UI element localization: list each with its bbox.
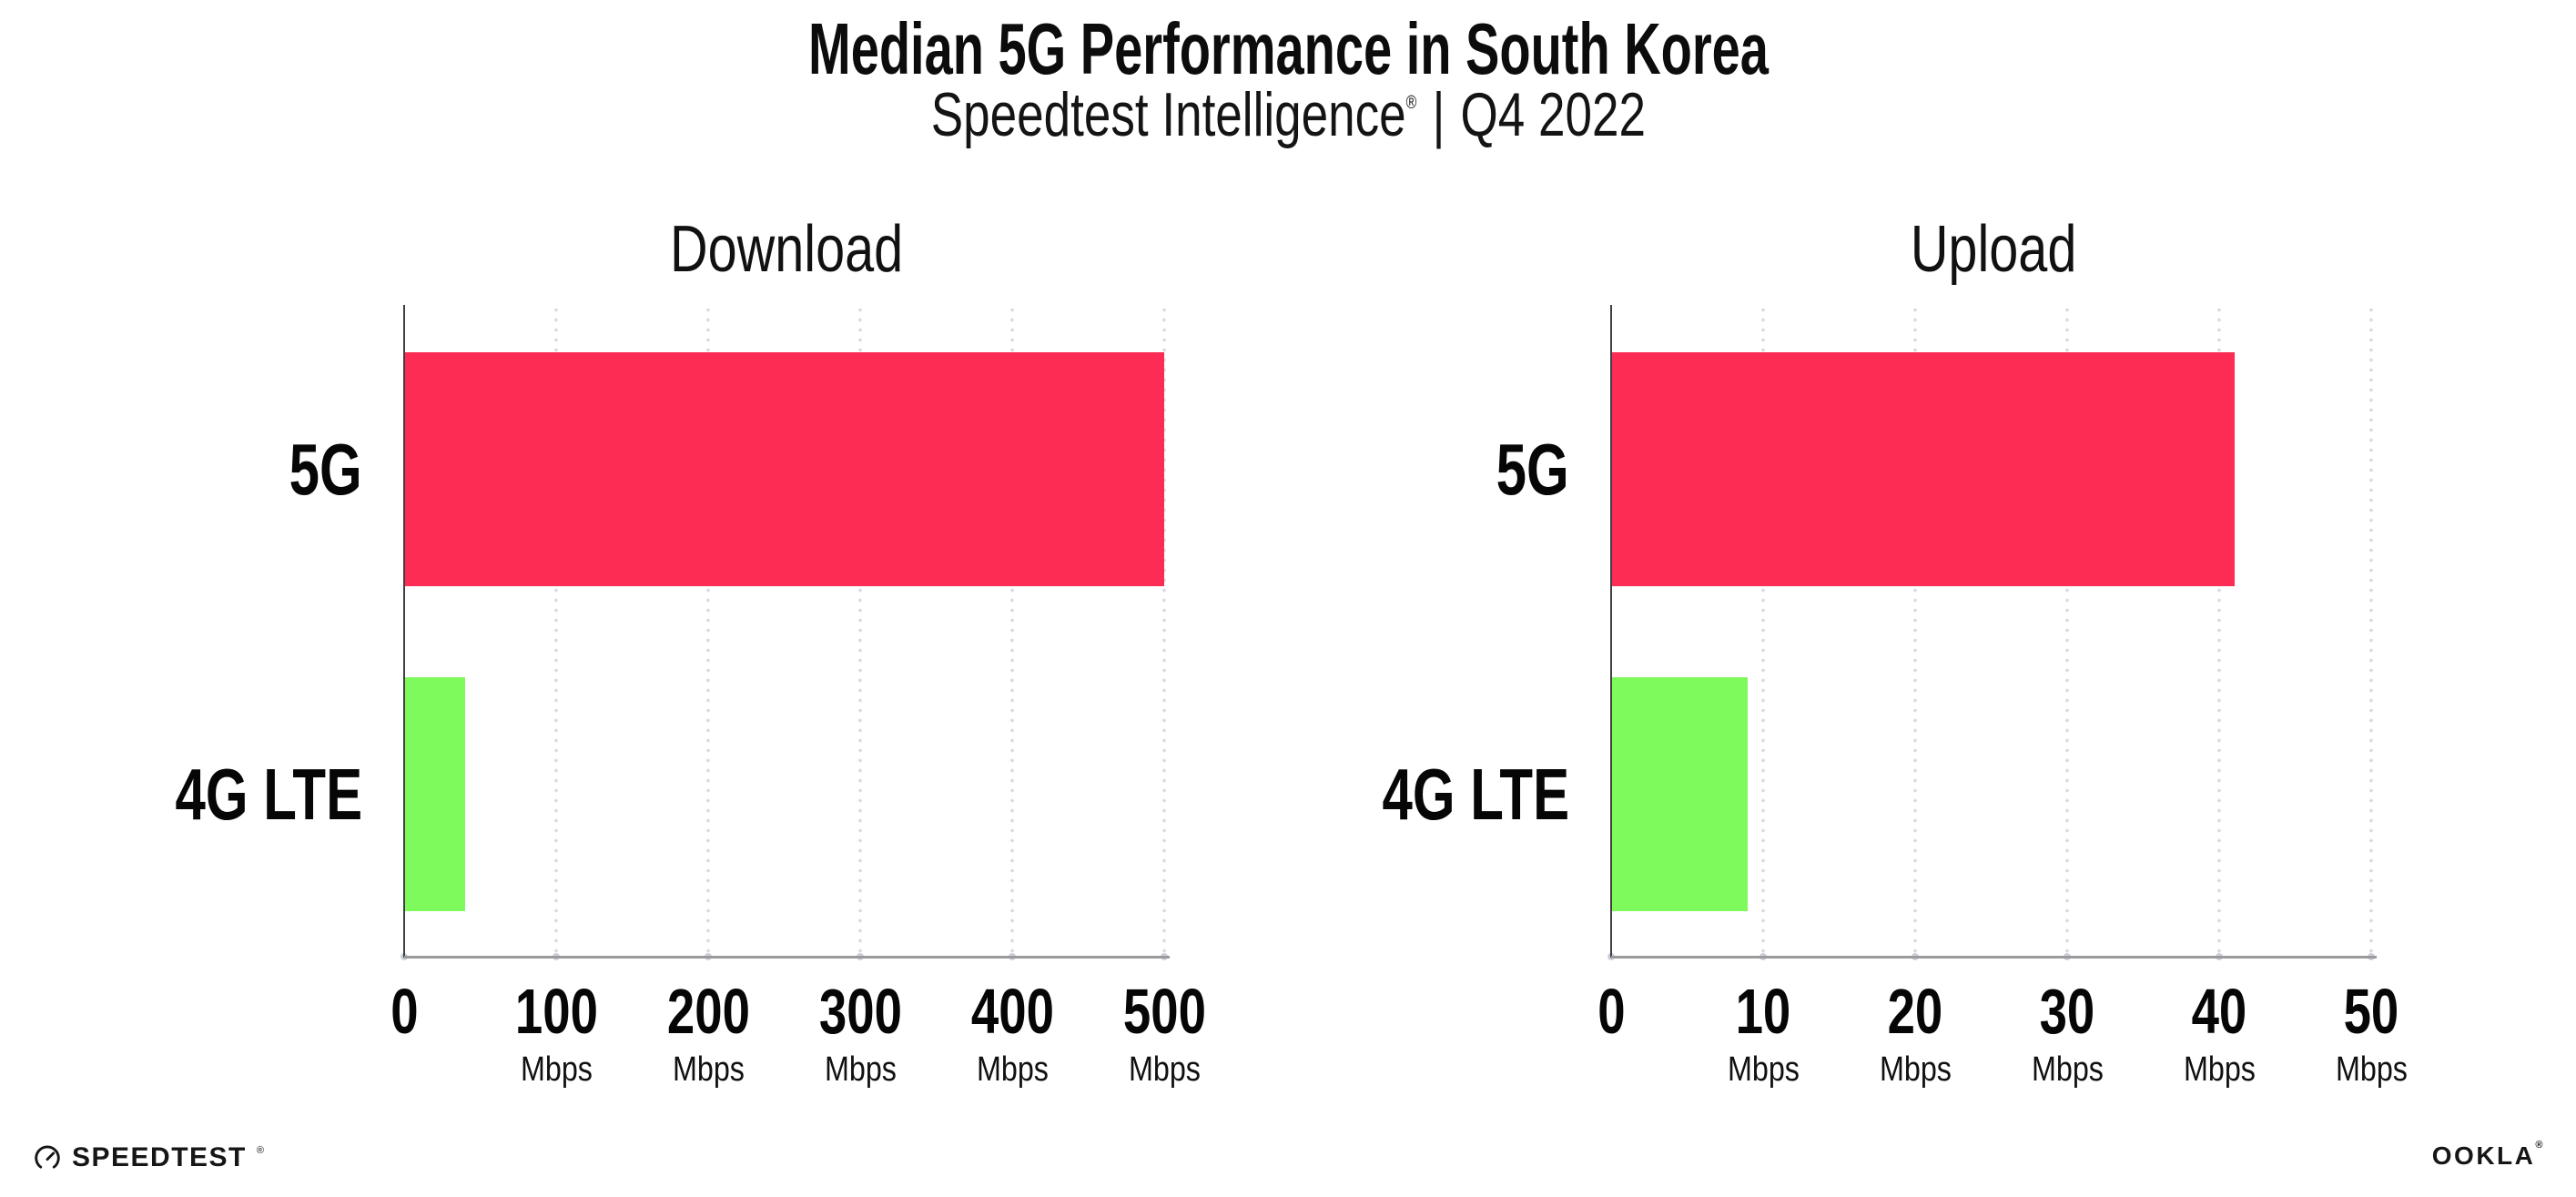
x-tick-unit-text: Mbps — [520, 1050, 593, 1089]
ookla-registered-icon: ® — [2535, 1139, 2545, 1151]
gridline-40 — [2217, 305, 2221, 956]
download-plot-area: 0 100 Mbps 200 Mbps 300 Mbps 400 Mbps 500 Mbps 5G 4G… — [175, 305, 1206, 1087]
x-tick-label: 40 — [2083, 979, 2356, 1043]
x-tick-label: 50 — [2235, 979, 2508, 1043]
x-tick-label: 0 — [268, 979, 541, 1043]
x-tick-unit-text: Mbps — [976, 1050, 1049, 1089]
x-tick-value: 400 — [970, 976, 1054, 1047]
x-axis-line — [1611, 956, 2377, 959]
x-tick-value: 40 — [2191, 976, 2247, 1047]
x-tick-unit: Mbps — [420, 1052, 693, 1087]
x-tick-unit: Mbps — [1028, 1052, 1301, 1087]
x-tick-unit: Mbps — [876, 1052, 1149, 1087]
category-label-text: 4G LTE — [175, 753, 362, 835]
x-tick-label: 30 — [1931, 979, 2204, 1043]
x-tick-unit: Mbps — [2083, 1052, 2356, 1087]
subtitle-brand: Speedtest Intelligence — [930, 80, 1406, 149]
category-label-4g-lte: 4G LTE — [0, 753, 362, 835]
y-axis-line — [403, 305, 405, 958]
x-tick-unit-text: Mbps — [672, 1050, 745, 1089]
gridline-50 — [2369, 305, 2373, 956]
download-chart-title: Download — [404, 217, 1170, 282]
category-label-text: 5G — [289, 428, 362, 510]
x-tick-label: 20 — [1779, 979, 2052, 1043]
speedtest-registered-icon: ® — [256, 1145, 264, 1156]
x-tick-value: 300 — [818, 976, 902, 1047]
speedtest-gauge-icon — [33, 1143, 62, 1172]
x-tick-label: 300 — [724, 979, 997, 1043]
gridline-30 — [2065, 305, 2069, 956]
bar-5g-download — [404, 352, 1164, 586]
x-tick-unit-text: Mbps — [2335, 1050, 2408, 1089]
x-tick-unit-text: Mbps — [1128, 1050, 1201, 1089]
x-tick-unit-text: Mbps — [2183, 1050, 2256, 1089]
x-tick-unit: Mbps — [2235, 1052, 2508, 1087]
bar-5g-upload — [1611, 352, 2235, 586]
gridline-10 — [1761, 305, 1765, 956]
x-tick-unit: Mbps — [1779, 1052, 2052, 1087]
subtitle-separator: | — [1432, 80, 1445, 149]
category-label-text: 5G — [1496, 428, 1569, 510]
upload-plot-area: 0 10 Mbps 20 Mbps 30 Mbps 40 Mbps 50 Mbps 5G 4G LTE — [1382, 305, 2407, 1087]
gridline-500 — [1162, 305, 1166, 956]
y-axis-line — [1610, 305, 1612, 958]
x-tick-unit-text: Mbps — [2031, 1050, 2104, 1089]
gridline-100 — [554, 305, 558, 956]
x-tick-value: 20 — [1887, 976, 1943, 1047]
speedtest-wordmark: SPEEDTEST — [72, 1142, 247, 1172]
x-tick-label: 200 — [572, 979, 845, 1043]
x-tick-value: 10 — [1735, 976, 1791, 1047]
figure-title-text: Median 5G Performance in South Korea — [807, 8, 1769, 89]
bar-4g-lte-upload — [1611, 677, 1749, 911]
x-tick-unit: Mbps — [1931, 1052, 2204, 1087]
ookla-logo: OOKLA® — [2431, 1139, 2545, 1170]
figure-title: Median 5G Performance in South Korea — [0, 13, 2576, 86]
registered-mark-icon: ® — [1405, 93, 1417, 114]
bar-4g-lte-download — [404, 677, 465, 911]
ookla-wordmark: OOKLA — [2431, 1141, 2536, 1170]
gridline-400 — [1010, 305, 1014, 956]
x-tick-value: 200 — [666, 976, 750, 1047]
gridline-200 — [706, 305, 710, 956]
x-tick-value: 30 — [2039, 976, 2095, 1047]
x-tick-label: 400 — [876, 979, 1149, 1043]
x-tick-unit: Mbps — [572, 1052, 845, 1087]
speedtest-logo: SPEEDTEST ® — [33, 1141, 264, 1174]
upload-chart-title-text: Upload — [1911, 213, 2077, 286]
x-tick-label: 10 — [1627, 979, 1900, 1043]
category-label-5g: 5G — [1169, 428, 1569, 510]
x-tick-label: 100 — [420, 979, 693, 1043]
download-chart-title-text: Download — [670, 213, 904, 286]
gridline-20 — [1913, 305, 1917, 956]
x-axis-line — [404, 956, 1170, 959]
upload-chart-title: Upload — [1611, 217, 2377, 282]
figure-subtitle: Speedtest Intelligence® | Q4 2022 — [0, 84, 2576, 146]
x-tick-unit-text: Mbps — [824, 1050, 897, 1089]
x-tick-unit: Mbps — [1627, 1052, 1900, 1087]
gridline-300 — [858, 305, 862, 956]
category-label-4g-lte: 4G LTE — [1169, 753, 1569, 835]
x-tick-label: 500 — [1028, 979, 1301, 1043]
x-tick-value: 500 — [1122, 976, 1206, 1047]
subtitle-period: Q4 2022 — [1460, 80, 1646, 149]
x-tick-value: 100 — [514, 976, 598, 1047]
x-tick-unit-text: Mbps — [1727, 1050, 1800, 1089]
x-tick-unit: Mbps — [724, 1052, 997, 1087]
x-tick-value: 0 — [1597, 976, 1626, 1047]
category-label-5g: 5G — [0, 428, 362, 510]
x-tick-unit-text: Mbps — [1879, 1050, 1952, 1089]
x-tick-value: 50 — [2343, 976, 2399, 1047]
category-label-text: 4G LTE — [1382, 753, 1569, 835]
x-tick-value: 0 — [390, 976, 419, 1047]
x-tick-label: 0 — [1475, 979, 1748, 1043]
